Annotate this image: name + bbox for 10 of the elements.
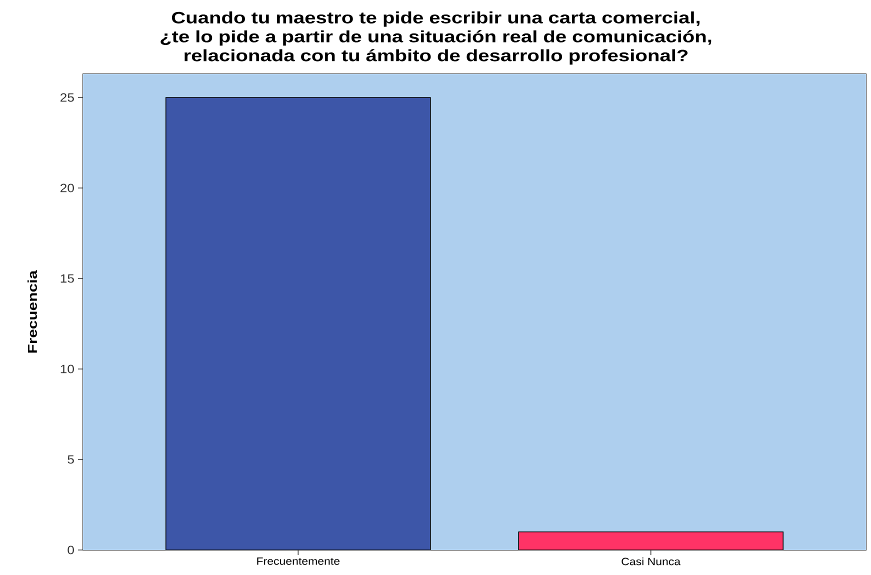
y-tick-label: 5 [68, 455, 74, 464]
y-tick-label: 10 [60, 364, 74, 374]
x-tick-label: Casi Nunca [622, 558, 681, 566]
chart-title: Cuando tu maestro te pide escribir una carta comercial, ¿te lo pide a partir de una situación real de comunicación, relacionada con tu ámbito de desarrollo profesional? [160, 11, 712, 65]
y-tick-label: 15 [60, 274, 74, 283]
y-axis-title: Frecuencia [27, 270, 38, 353]
y-tick-label: 25 [60, 93, 74, 102]
y-tick-label: 20 [60, 184, 74, 192]
y-tick-label: 0 [68, 546, 74, 554]
x-tick-label: Frecuentemente [257, 558, 340, 565]
